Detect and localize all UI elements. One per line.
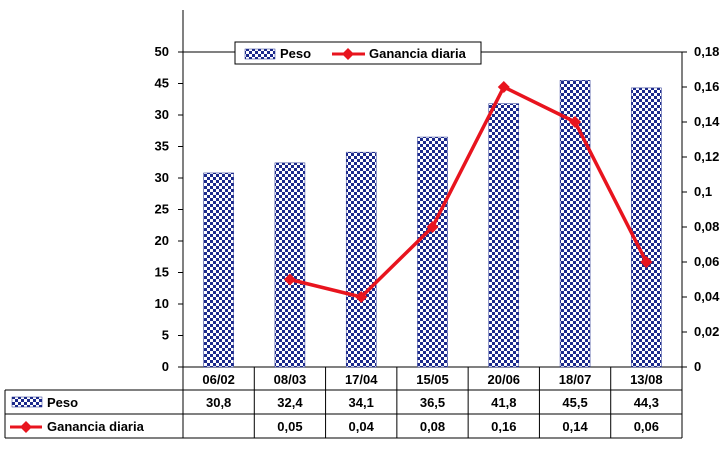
x-tick-label: 20/06 bbox=[488, 372, 521, 387]
peso-bar bbox=[274, 162, 306, 368]
y-right-tick-label: 0,04 bbox=[694, 289, 720, 304]
table-ganancia-marker bbox=[20, 421, 32, 433]
ganancia-point bbox=[569, 116, 582, 128]
peso-bar bbox=[631, 87, 662, 368]
table-ganancia-row-label: Ganancia diaria bbox=[47, 419, 145, 434]
y-left-tick-label: 20 bbox=[155, 233, 169, 248]
ganancia-point bbox=[497, 81, 510, 93]
ganancia-point bbox=[426, 221, 439, 233]
y-right-tick-label: 0,16 bbox=[694, 79, 719, 94]
legend-peso-swatch bbox=[244, 48, 276, 60]
peso-data-label: 30,8 bbox=[206, 395, 231, 410]
y-left-tick-label: 5 bbox=[162, 328, 169, 343]
ganancia-data-label: 0,16 bbox=[491, 419, 516, 434]
table-peso-row-label: Peso bbox=[47, 395, 78, 410]
x-tick-label: 18/07 bbox=[559, 372, 592, 387]
x-tick-label: 17/04 bbox=[345, 372, 378, 387]
y-left-tick-label: 30 bbox=[155, 170, 169, 185]
ganancia-series-line bbox=[289, 85, 648, 299]
y-right-tick-label: 0,1 bbox=[694, 184, 712, 199]
y-right-tick-label: 0 bbox=[694, 359, 701, 374]
legend-ganancia-marker bbox=[342, 48, 354, 60]
peso-data-label: 41,8 bbox=[491, 395, 516, 410]
ganancia-data-label: 0,08 bbox=[420, 419, 445, 434]
ganancia-data-label: 0,05 bbox=[277, 419, 302, 434]
y-right-tick-label: 0,08 bbox=[694, 219, 719, 234]
y-left-tick-label: 35 bbox=[155, 139, 169, 154]
y-right-tick-label: 0,02 bbox=[694, 324, 719, 339]
x-tick-label: 15/05 bbox=[416, 372, 449, 387]
y-left-tick-label: 10 bbox=[155, 296, 169, 311]
y-left-tick-label: 15 bbox=[155, 265, 169, 280]
peso-bars bbox=[203, 80, 662, 368]
y-left-tick-label: 0 bbox=[162, 359, 169, 374]
legend-ganancia-label: Ganancia diaria bbox=[369, 46, 467, 61]
y-right-tick-label: 0,12 bbox=[694, 149, 719, 164]
y-right-tick-label: 0,14 bbox=[694, 114, 720, 129]
ganancia-line bbox=[283, 81, 653, 303]
x-tick-label: 06/02 bbox=[202, 372, 235, 387]
ganancia-data-label: 0,14 bbox=[562, 419, 588, 434]
peso-data-label: 32,4 bbox=[277, 395, 303, 410]
peso-bar bbox=[417, 136, 448, 368]
peso-bar bbox=[203, 172, 234, 368]
y-left-tick-label: 45 bbox=[155, 76, 169, 91]
peso-data-label: 45,5 bbox=[562, 395, 587, 410]
legend-peso-label: Peso bbox=[280, 46, 311, 61]
ganancia-point bbox=[640, 256, 653, 268]
peso-bar bbox=[488, 103, 520, 368]
ganancia-data-label: 0,06 bbox=[634, 419, 659, 434]
y-right-tick-label: 0,18 bbox=[694, 44, 719, 59]
x-tick-label: 08/03 bbox=[274, 372, 307, 387]
ganancia-data-label: 0,04 bbox=[349, 419, 375, 434]
peso-bar bbox=[559, 80, 591, 368]
x-tick-label: 13/08 bbox=[630, 372, 663, 387]
y-left-tick-label: 25 bbox=[155, 202, 169, 217]
y-right-tick-label: 0,06 bbox=[694, 254, 719, 269]
data-table: 06/02 08/03 17/04 15/05 20/06 18/07 13/08 Peso G… bbox=[4, 367, 683, 439]
peso-data-label: 44,3 bbox=[634, 395, 659, 410]
peso-data-label: 34,1 bbox=[349, 395, 374, 410]
legend: Peso Ganancia diaria bbox=[234, 41, 482, 65]
table-peso-swatch bbox=[11, 396, 43, 408]
tick-labels: 0 5 10 15 20 25 30 35 30 45 50 0 0,02 0,04 0,06 0,08 0,1… bbox=[155, 44, 721, 374]
y-left-tick-label: 50 bbox=[155, 44, 169, 59]
y-left-tick-label: 30 bbox=[155, 107, 169, 122]
peso-bar bbox=[345, 151, 377, 368]
ganancia-point bbox=[355, 291, 368, 303]
ganancia-point bbox=[283, 273, 296, 286]
peso-data-label: 36,5 bbox=[420, 395, 445, 410]
